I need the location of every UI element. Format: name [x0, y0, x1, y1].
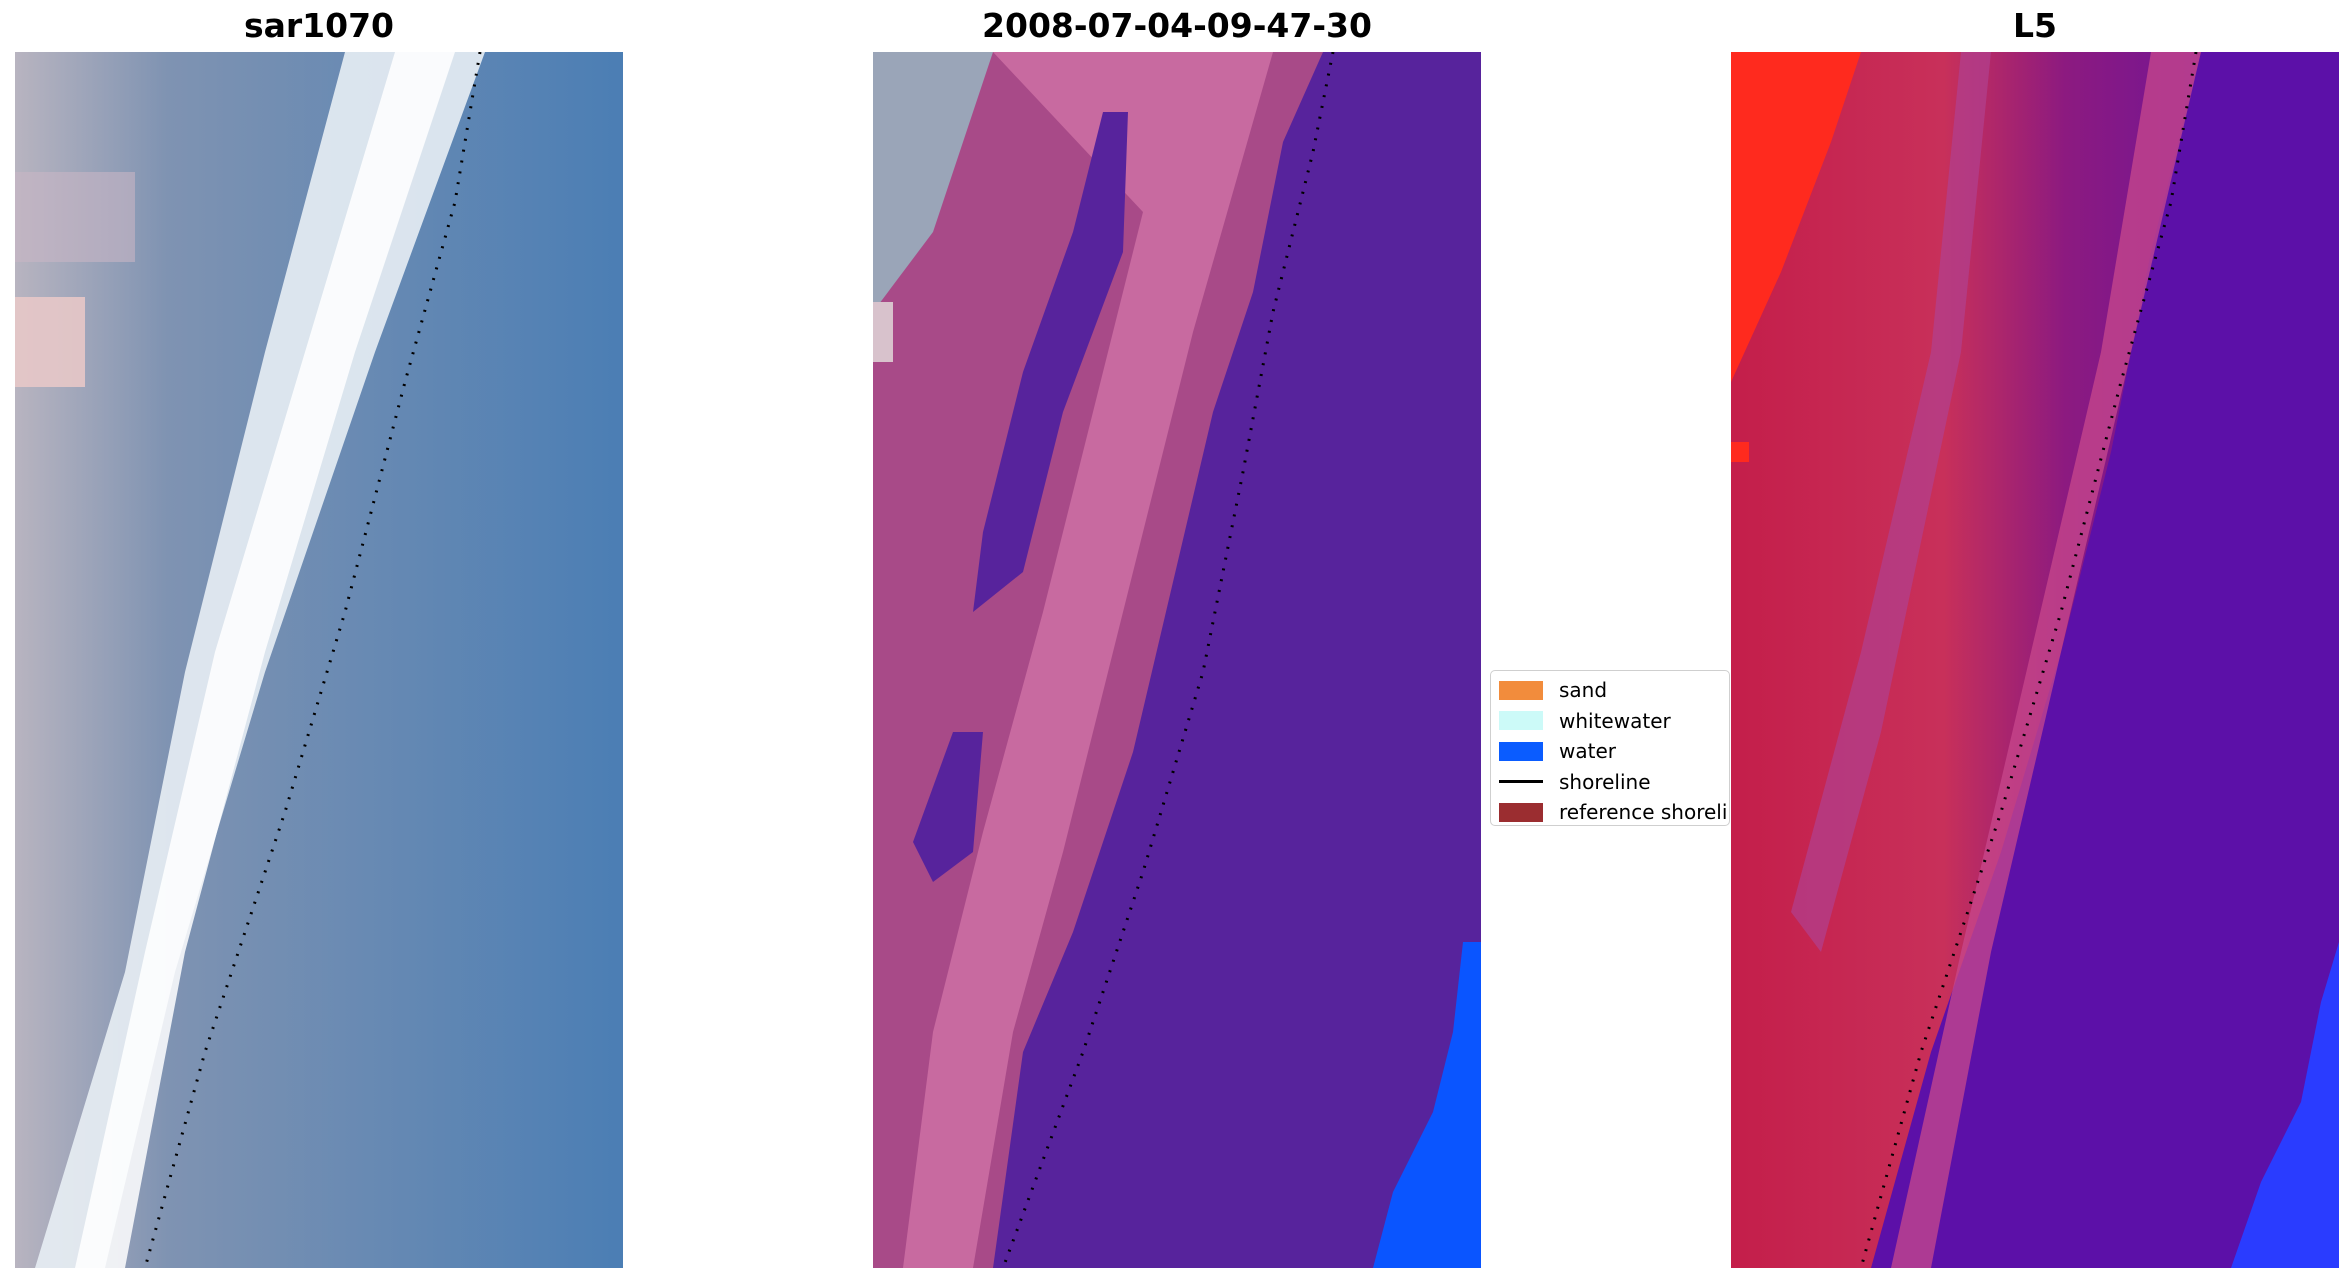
rgb-image-panel — [15, 52, 623, 1268]
legend-swatch-sand — [1499, 680, 1543, 700]
legend-label: whitewater — [1559, 708, 1671, 733]
legend-label: water — [1559, 739, 1616, 764]
legend-item-reference-shoreline: reference shoreline — [1499, 797, 1729, 825]
legend-label: shoreline — [1559, 769, 1651, 794]
rgb-image — [15, 52, 623, 1268]
panel-title-classified: 2008-07-04-09-47-30 — [982, 6, 1372, 45]
legend-item-sand: sand — [1499, 675, 1729, 706]
legend-swatch-reference-shoreline — [1499, 802, 1543, 822]
legend-label: reference shoreline — [1559, 800, 1729, 825]
classified-image — [873, 52, 1481, 1268]
legend-swatch-shoreline — [1499, 780, 1543, 784]
legend-swatch-water — [1499, 741, 1543, 761]
legend-item-water: water — [1499, 736, 1729, 767]
panel-title-index: L5 — [2013, 6, 2057, 45]
classified-image-panel — [873, 52, 1481, 1268]
legend: sand whitewater water shoreline referenc… — [1490, 670, 1730, 826]
legend-item-shoreline: shoreline — [1499, 767, 1729, 798]
legend-item-whitewater: whitewater — [1499, 706, 1729, 737]
index-image-panel — [1731, 52, 2339, 1268]
panel-title-rgb: sar1070 — [243, 6, 395, 45]
legend-swatch-whitewater — [1499, 711, 1543, 731]
index-image — [1731, 52, 2339, 1268]
legend-label: sand — [1559, 678, 1608, 703]
